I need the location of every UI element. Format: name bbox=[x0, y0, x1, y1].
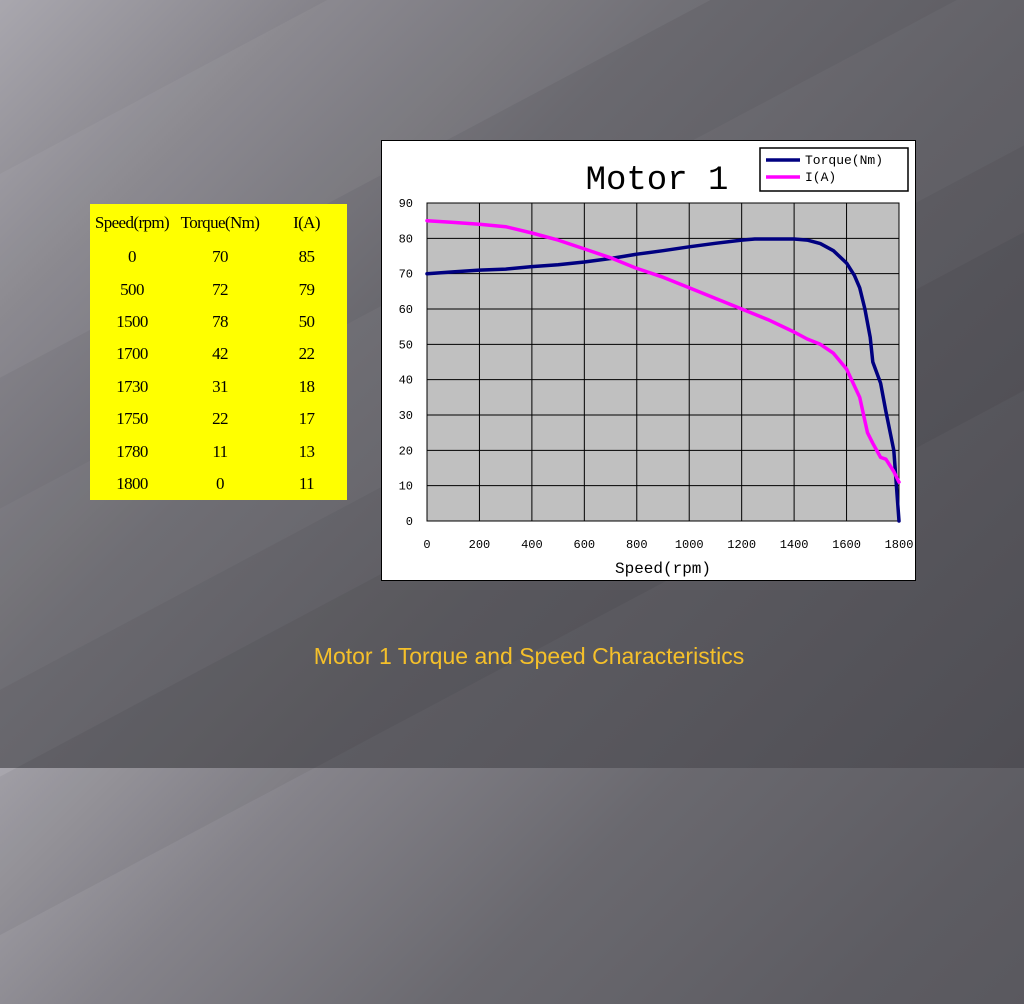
table-row: 0 70 85 bbox=[90, 241, 347, 273]
line-chart: 0 10 20 30 40 50 60 70 80 90 0 200 400 600 800 1000 1200… bbox=[399, 147, 914, 578]
series-line-torque bbox=[425, 237, 901, 523]
table-row: 1730 31 18 bbox=[90, 371, 347, 403]
plot-area bbox=[426, 202, 900, 522]
x-tick-label: 1200 bbox=[727, 538, 756, 552]
y-tick-label: 90 bbox=[399, 197, 413, 211]
legend-box bbox=[759, 147, 909, 192]
table-cell: 13 bbox=[298, 441, 315, 461]
table-cell: 22 bbox=[212, 409, 228, 429]
column-header-torque: Torque(Nm) bbox=[180, 212, 260, 232]
table-cell: 85 bbox=[298, 247, 315, 267]
table-row: 1750 22 17 bbox=[90, 403, 347, 435]
table-cell: 1800 bbox=[116, 473, 148, 493]
table-cell: 18 bbox=[298, 376, 315, 396]
table-cell: 11 bbox=[298, 473, 315, 493]
y-tick-label: 50 bbox=[399, 338, 413, 352]
y-tick-label: 40 bbox=[399, 374, 413, 388]
y-tick-label: 70 bbox=[399, 268, 413, 282]
legend-label: Torque(Nm) bbox=[805, 153, 883, 168]
data-table: Speed(rpm) Torque(Nm) I(A) 0 70 85 500 72 79… bbox=[90, 204, 347, 501]
column-header-speed: Speed(rpm) bbox=[94, 212, 170, 232]
x-tick-label: 1600 bbox=[832, 538, 861, 552]
slide-caption: Motor 1 Torque and Speed Characteristics bbox=[313, 643, 745, 669]
x-tick-label: 800 bbox=[626, 538, 648, 552]
table-cell: 42 bbox=[212, 344, 228, 364]
x-tick-label: 200 bbox=[469, 538, 491, 552]
table-header-row: Speed(rpm) Torque(Nm) I(A) bbox=[90, 204, 347, 241]
table-cell: 78 bbox=[212, 311, 228, 331]
table-row: 1500 78 50 bbox=[90, 306, 347, 338]
x-axis-label: Speed(rpm) bbox=[615, 560, 711, 578]
x-tick-label: 1400 bbox=[780, 538, 809, 552]
table-cell: 1700 bbox=[116, 344, 148, 364]
table-cell: 70 bbox=[212, 247, 228, 267]
y-tick-label: 20 bbox=[399, 444, 413, 458]
y-tick-label: 80 bbox=[399, 232, 413, 246]
table-cell: 79 bbox=[298, 279, 315, 299]
table-row: 1700 42 22 bbox=[90, 338, 347, 370]
y-tick-label: 60 bbox=[399, 303, 413, 317]
table-cell: 17 bbox=[298, 409, 315, 429]
chart-panel: 0 10 20 30 40 50 60 70 80 90 0 200 400 600 800 1000 1200… bbox=[381, 140, 916, 581]
x-tick-label: 400 bbox=[521, 538, 543, 552]
table-cell: 31 bbox=[212, 376, 228, 396]
y-tick-label: 10 bbox=[399, 480, 413, 494]
table-row: 1780 11 13 bbox=[90, 435, 347, 467]
table-row: 1800 0 11 bbox=[90, 468, 347, 500]
table-cell: 1730 bbox=[116, 376, 148, 396]
table-row: 500 72 79 bbox=[90, 273, 347, 305]
y-tick-label: 30 bbox=[399, 409, 413, 423]
table-cell: 500 bbox=[120, 279, 144, 299]
series-line-current bbox=[425, 218, 901, 484]
x-tick-label: 600 bbox=[574, 538, 596, 552]
table-cell: 22 bbox=[298, 344, 315, 364]
table-cell: 1780 bbox=[116, 441, 148, 461]
table-cell: 50 bbox=[298, 311, 315, 331]
chart-legend: Torque(Nm) I(A) bbox=[759, 147, 909, 192]
table-cell: 1750 bbox=[116, 409, 148, 429]
y-tick-label: 0 bbox=[406, 515, 413, 529]
column-header-current: I(A) bbox=[293, 212, 320, 232]
table-cell: 1500 bbox=[116, 311, 148, 331]
table-cell: 11 bbox=[212, 441, 228, 461]
x-tick-label: 1000 bbox=[675, 538, 704, 552]
table-cell: 72 bbox=[212, 279, 228, 299]
x-tick-label: 0 bbox=[423, 538, 430, 552]
x-tick-label: 1800 bbox=[885, 538, 914, 552]
table-cell: 0 bbox=[216, 473, 225, 493]
legend-label: I(A) bbox=[805, 170, 836, 185]
table-cell: 0 bbox=[128, 247, 137, 267]
chart-title: Motor 1 bbox=[586, 162, 729, 200]
